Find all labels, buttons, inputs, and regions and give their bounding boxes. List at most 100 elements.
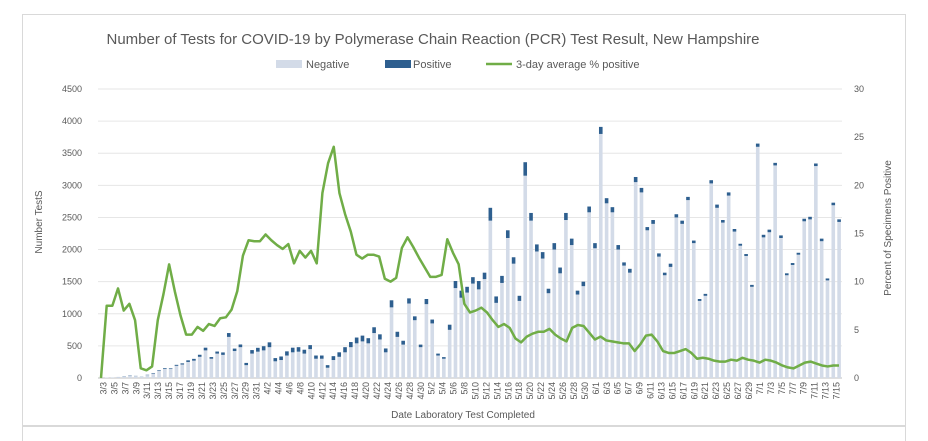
negative-bar <box>401 344 405 378</box>
negative-bar <box>290 352 295 378</box>
positive-bar <box>337 352 342 357</box>
positive-bar <box>302 349 307 354</box>
x-tick-label: 3/29 <box>241 382 251 400</box>
x-tick-label: 4/6 <box>285 382 295 395</box>
negative-bar <box>476 289 481 378</box>
x-tick-label: 4/30 <box>416 382 426 400</box>
negative-bar <box>825 280 830 378</box>
negative-bar <box>738 245 743 378</box>
positive-bar <box>767 229 772 233</box>
x-tick-label: 4/26 <box>394 382 404 400</box>
x-tick-label: 4/18 <box>350 382 360 400</box>
negative-bar <box>197 356 202 378</box>
negative-bar <box>273 361 278 378</box>
positive-bar <box>819 238 824 242</box>
negative-bar <box>802 221 807 378</box>
positive-bar <box>378 334 382 340</box>
positive-bar <box>250 350 254 354</box>
x-tick-label: 3/9 <box>131 382 141 395</box>
negative-bar <box>226 336 231 378</box>
negative-bar <box>116 377 121 378</box>
positive-bar <box>151 372 156 374</box>
x-tick-label: 6/27 <box>733 382 743 400</box>
negative-bar <box>372 333 376 378</box>
negative-bar <box>715 207 719 378</box>
negative-bar <box>639 192 644 378</box>
x-tick-label: 6/3 <box>602 382 612 395</box>
x-tick-label: 6/19 <box>689 382 699 400</box>
x-tick-label: 4/24 <box>383 382 393 400</box>
negative-bar <box>744 255 748 378</box>
negative-bar <box>395 336 400 378</box>
negative-bar <box>139 376 144 378</box>
positive-bar <box>622 262 626 266</box>
x-tick-label: 7/13 <box>821 382 831 400</box>
negative-bar <box>691 243 696 378</box>
positive-bar <box>418 344 423 348</box>
negative-bar <box>104 377 109 378</box>
y-tick-label: 2500 <box>62 212 82 222</box>
positive-bar <box>314 355 318 359</box>
negative-bar <box>500 282 504 378</box>
positive-bar <box>389 300 394 308</box>
negative-bar <box>761 237 766 378</box>
positive-bar <box>744 254 748 256</box>
negative-bar <box>279 360 283 378</box>
negative-bar <box>790 264 795 378</box>
x-tick-label: 3/5 <box>109 382 119 395</box>
positive-bar <box>430 319 435 324</box>
x-tick-label: 7/15 <box>832 382 842 400</box>
x-tick-label: 5/8 <box>460 382 470 395</box>
positive-bar <box>180 363 185 365</box>
negative-bar <box>174 365 179 378</box>
y2-tick-label: 10 <box>854 277 864 287</box>
positive-bar <box>511 257 516 264</box>
negative-bar <box>494 302 498 378</box>
positive-bar <box>238 344 243 348</box>
positive-bar <box>715 204 719 208</box>
negative-bar <box>523 175 528 378</box>
positive-bar <box>732 229 737 232</box>
positive-bar <box>209 357 214 359</box>
negative-bar <box>628 272 632 378</box>
y-tick-label: 0 <box>77 373 82 383</box>
negative-bar <box>360 341 365 378</box>
y-tick-label: 1000 <box>62 309 82 319</box>
positive-bar <box>616 245 621 250</box>
negative-bar <box>221 354 225 378</box>
bars <box>99 126 841 378</box>
negative-bar <box>354 343 359 378</box>
x-tick-label: 5/16 <box>503 382 513 400</box>
legend-line-label: 3-day average % positive <box>516 59 640 71</box>
positive-bar <box>517 295 522 301</box>
positive-bar <box>232 348 237 352</box>
x-tick-label: 4/12 <box>317 382 327 400</box>
legend: Negative Positive 3-day average % positi… <box>276 59 640 71</box>
x-tick-label: 6/13 <box>657 382 667 400</box>
x-tick-label: 5/24 <box>547 382 557 400</box>
positive-bar <box>721 220 725 223</box>
positive-bar <box>447 324 452 330</box>
x-tick-label: 6/7 <box>624 382 634 395</box>
positive-bar <box>407 298 411 304</box>
positive-bar <box>598 126 603 134</box>
negative-bar <box>645 230 650 378</box>
positive-bar <box>412 316 417 321</box>
x-tick-label: 3/13 <box>153 382 163 400</box>
negative-bar <box>436 355 440 378</box>
positive-bar <box>174 364 179 366</box>
x-tick-label: 4/8 <box>295 382 305 395</box>
x-tick-label: 3/15 <box>164 382 174 400</box>
positive-bar <box>796 252 801 255</box>
negative-bar <box>383 352 388 378</box>
positive-bar <box>808 216 812 220</box>
y2-axis-title: Percent of Specimens Positive <box>883 160 894 296</box>
negative-bar <box>697 300 702 378</box>
positive-bar <box>424 299 429 305</box>
negative-bar <box>511 263 516 378</box>
positive-bar <box>674 214 679 218</box>
y2-tick-label: 5 <box>854 325 859 335</box>
positive-bar <box>279 356 283 361</box>
x-tick-label: 6/29 <box>744 382 754 400</box>
